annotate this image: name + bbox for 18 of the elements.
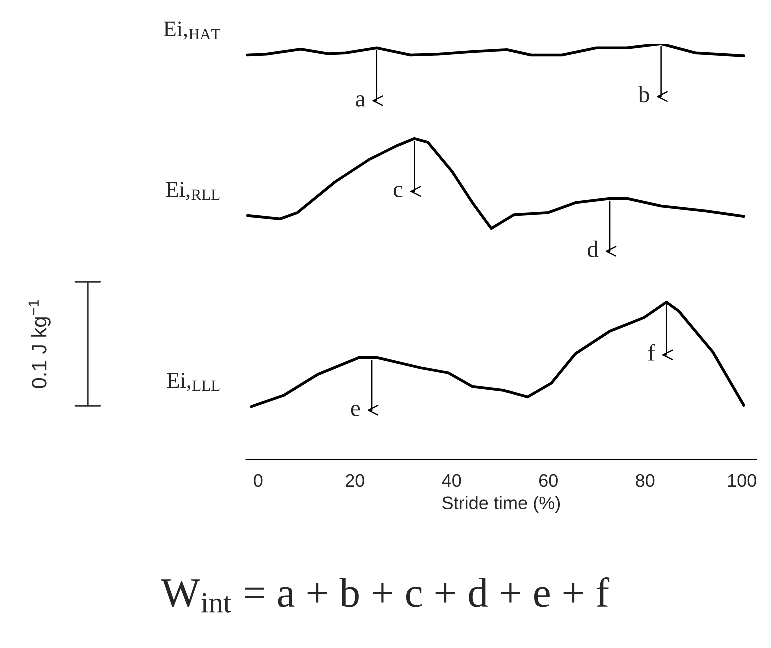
series-label: Ei,$_{LLL}$ (167, 373, 220, 392)
annotation: b (638, 86, 650, 103)
annotation: a (356, 96, 366, 107)
annotation: f (648, 344, 656, 361)
annotation: d (588, 240, 599, 258)
annotation: e (351, 404, 360, 416)
x-tick-label: 0 (254, 474, 263, 488)
x-tick-label: 60 (539, 474, 558, 488)
x-axis-title: Stride time (%) (442, 496, 560, 514)
x-tick-label: 20 (346, 474, 364, 488)
x-tick-label: 40 (442, 474, 462, 488)
series-label: Ei,$_{HAT}$ (164, 22, 220, 40)
annotation: c (394, 186, 403, 198)
series-label: Ei,$_{RLL}$ (166, 182, 220, 200)
x-tick-label: 80 (636, 474, 655, 488)
x-tick-label: 100 (728, 474, 756, 488)
text: 0.1 J kg$^{−1}$ (28, 300, 51, 388)
text: W$_{int}$ = a + b + c + d + e + f (161, 578, 610, 613)
